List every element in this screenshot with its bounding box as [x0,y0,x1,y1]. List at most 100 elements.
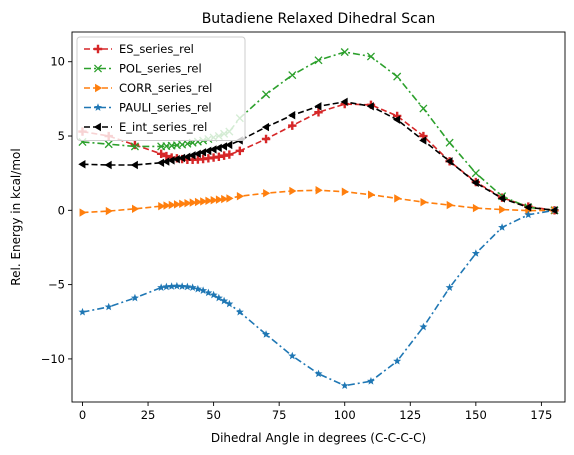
data-point-corr-series-rel [226,194,234,203]
data-point-pauli-series-rel [167,282,176,290]
data-point-pauli-series-rel [220,296,229,305]
data-point-pauli-series-rel [288,351,297,360]
data-point-corr-series-rel [173,200,182,209]
data-point-corr-series-rel [168,200,176,210]
data-point-es-series-rel [156,149,166,159]
data-point-es-series-rel [314,108,323,117]
data-point-e-int-series-rel [214,143,222,153]
legend-item-es-series-rel: ES_series_rel [84,42,194,56]
data-point-pauli-series-rel [214,293,223,302]
data-point-corr-series-rel [215,195,224,204]
legend-item-pol-series-rel: POL_series_rel [84,62,202,76]
legend-item-e-int-series-rel: E_int_series_rel [84,120,207,134]
x-axis-label: Dihedral Angle in degrees (C-C-C-C) [211,431,426,445]
data-point-corr-series-rel [221,194,229,204]
y-tick-label: 5 [58,129,65,143]
data-point-e-int-series-rel [419,136,427,145]
data-point-e-int-series-rel [392,115,401,124]
data-point-pauli-series-rel [78,307,87,316]
data-point-corr-series-rel [420,197,428,207]
legend-label: PAULI_series_rel [119,101,212,115]
data-point-pol-series-rel [366,52,375,61]
data-point-pauli-series-rel [524,210,533,219]
data-point-pol-series-rel [393,72,402,81]
data-point-e-int-series-rel [471,178,479,188]
legend-marker [93,44,103,54]
data-point-e-int-series-rel [198,148,207,157]
legend-marker [93,64,103,73]
data-point-corr-series-rel [105,206,113,216]
data-point-e-int-series-rel [183,152,191,162]
data-point-pol-series-rel [445,138,454,147]
data-point-pauli-series-rel [419,322,428,331]
data-point-e-int-series-rel [524,203,532,212]
series-pauli-series-rel [78,206,559,390]
x-tick-label: 125 [399,408,421,422]
data-point-pol-series-rel [340,48,349,57]
legend-item-corr-series-rel: CORR_series_rel [84,81,212,95]
x-tick-label: 100 [334,408,356,422]
data-point-e-int-series-rel [172,154,180,164]
x-tick-label: 75 [272,408,287,422]
data-point-corr-series-rel [341,187,349,196]
data-point-corr-series-rel [194,197,203,207]
data-point-pol-series-rel [288,71,297,80]
data-point-pol-series-rel [104,140,113,149]
legend-label: ES_series_rel [119,42,194,56]
data-point-e-int-series-rel [497,194,506,203]
data-point-pauli-series-rel [183,282,192,291]
data-point-e-int-series-rel [314,102,322,111]
data-point-corr-series-rel [184,198,192,208]
data-point-es-series-rel [288,121,297,130]
series-corr-series-rel [79,186,559,217]
data-point-pauli-series-rel [188,283,197,291]
data-point-corr-series-rel [158,201,166,211]
plot-area [78,48,559,390]
series-e-int-series-rel [78,97,558,215]
legend-label: POL_series_rel [119,62,202,76]
legend-label: CORR_series_rel [119,81,212,95]
legend-marker [95,83,103,93]
data-point-corr-series-rel [394,194,402,203]
data-point-corr-series-rel [179,199,187,208]
data-point-e-int-series-rel [177,153,186,163]
x-tick-label: 150 [465,408,487,422]
data-point-e-int-series-rel [225,140,233,150]
data-point-corr-series-rel [189,198,197,207]
y-axis-label: Rel. Energy in kcal/mol [9,148,23,285]
data-point-e-int-series-rel [162,157,170,166]
data-point-e-int-series-rel [445,157,453,166]
data-point-pauli-series-rel [445,283,454,291]
data-point-pauli-series-rel [157,283,166,291]
y-tick-label: −10 [41,352,65,366]
data-point-corr-series-rel [499,205,507,214]
data-point-pauli-series-rel [199,286,208,294]
legend-box [76,36,246,141]
axes-frame [71,31,566,403]
data-point-pol-series-rel [130,142,139,151]
chart-title: Butadiene Relaxed Dihedral Scan [202,11,436,27]
data-point-pauli-series-rel [204,288,213,297]
data-point-corr-series-rel [236,191,245,201]
data-point-pauli-series-rel [193,284,202,293]
data-point-e-int-series-rel [209,145,217,154]
data-point-corr-series-rel [289,186,297,196]
data-point-e-int-series-rel [78,160,86,169]
data-point-pauli-series-rel [162,282,171,291]
data-point-pol-series-rel [471,169,480,178]
data-point-pauli-series-rel [471,249,480,257]
data-point-e-int-series-rel [550,206,558,215]
series-line-pauli-series-rel [82,209,555,387]
data-point-e-int-series-rel [340,97,348,107]
data-point-pauli-series-rel [262,330,271,338]
data-point-e-int-series-rel [288,111,296,120]
data-point-es-series-rel [235,146,245,156]
y-tick-label: 10 [50,55,65,69]
data-point-pol-series-rel [419,104,428,113]
data-point-e-int-series-rel [261,122,269,132]
series-line-corr-series-rel [82,189,555,214]
data-point-pauli-series-rel [340,381,349,390]
legend-marker [93,122,101,132]
y-tick-label: −5 [48,278,65,292]
